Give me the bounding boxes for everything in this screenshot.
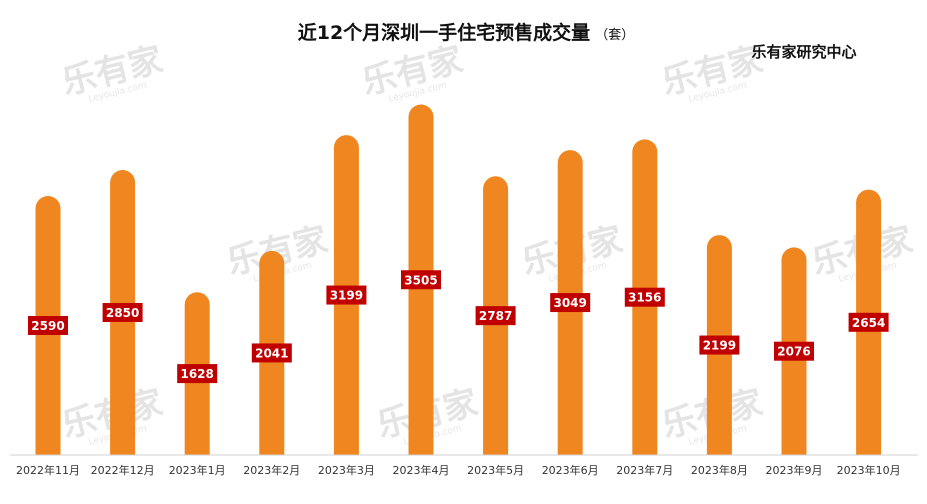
- x-tick-label: 2023年7月: [616, 463, 673, 477]
- x-axis-ticks: 2022年11月 2022年12月 2023年1月 2023年2月 2023年3月 202…: [16, 463, 901, 477]
- x-tick-label: 2022年12月: [91, 463, 155, 477]
- data-label-box: [550, 293, 591, 313]
- data-label-box: [699, 335, 740, 355]
- data-label: 3156: [628, 291, 661, 305]
- x-tick-label: 2023年6月: [542, 463, 599, 477]
- data-label-box: [28, 316, 68, 335]
- x-tick-label: 2023年1月: [169, 463, 226, 477]
- x-tick-label: 2023年3月: [318, 463, 375, 477]
- x-tick-label: 2023年9月: [766, 463, 823, 477]
- data-label: 2076: [777, 345, 810, 359]
- data-label-box: [102, 303, 143, 322]
- source-label: 乐有家研究中心: [751, 43, 856, 61]
- data-label: 2850: [106, 306, 139, 320]
- data-labels: 2590 2850 1628 2041 3199 3505 2787 3049 3156 2199…: [28, 270, 889, 384]
- data-label: 3505: [404, 273, 437, 287]
- x-tick-label: 2023年10月: [837, 463, 901, 477]
- data-label-box: [401, 270, 441, 290]
- data-label: 2041: [255, 346, 288, 360]
- x-tick-label: 2022年11月: [16, 463, 80, 477]
- data-label-box: [774, 341, 814, 361]
- data-label: 2787: [479, 309, 512, 323]
- x-tick-label: 2023年2月: [243, 463, 300, 477]
- data-label-box: [475, 306, 516, 326]
- unit-label: （套）: [595, 27, 634, 43]
- data-label: 2199: [703, 339, 736, 353]
- data-label: 3199: [330, 289, 363, 303]
- data-label: 3049: [553, 296, 586, 310]
- x-tick-label: 2023年4月: [393, 463, 450, 477]
- data-label-box: [326, 285, 367, 305]
- data-label: 2654: [852, 316, 885, 330]
- data-label: 1628: [180, 367, 213, 381]
- data-label-box: [177, 364, 218, 384]
- data-label-box: [624, 287, 665, 307]
- data-label: 2590: [31, 319, 64, 333]
- data-label-box: [251, 343, 292, 363]
- x-tick-label: 2023年8月: [691, 463, 748, 477]
- data-label-box: [848, 312, 889, 332]
- chart-title: 近12个月深圳一手住宅预售成交量 （套）: [298, 21, 635, 44]
- x-tick-label: 2023年5月: [467, 463, 524, 477]
